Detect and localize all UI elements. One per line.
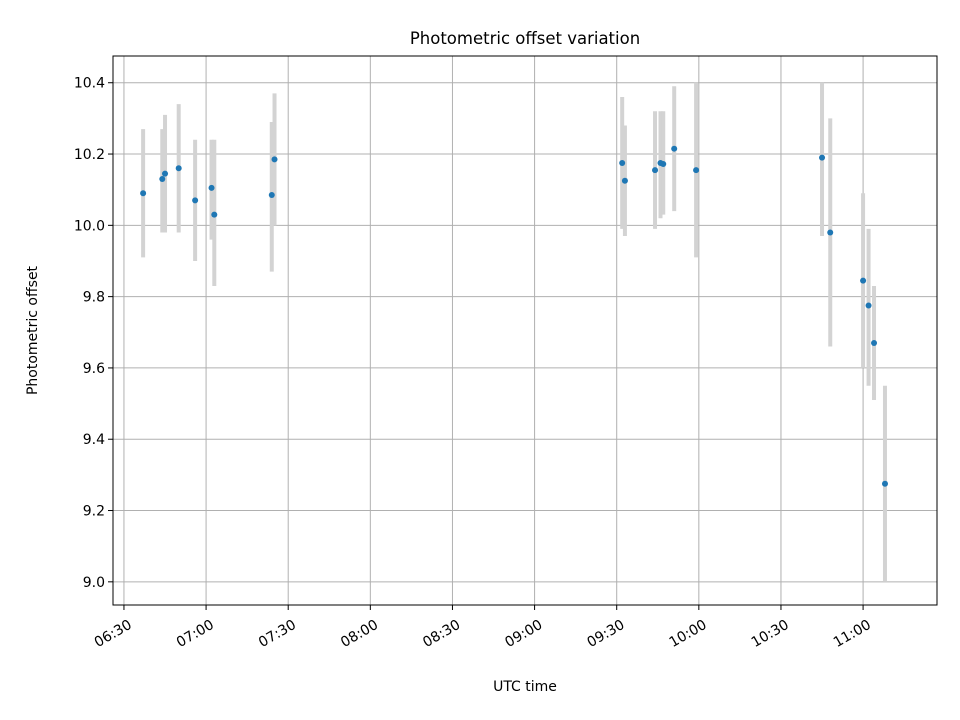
data-points (140, 145, 888, 487)
data-point (208, 184, 215, 191)
y-tick-label: 9.8 (83, 290, 105, 306)
error-bars (141, 82, 887, 582)
y-axis-ticks: 9.0 9.2 9.4 9.6 9.8 10.0 10.2 10.4 (74, 76, 113, 591)
x-tick-label: 10:00 (667, 617, 710, 651)
data-point (671, 145, 678, 152)
x-axis-ticks: 06:30 07:00 07:30 08:00 08:30 09:00 09:30 10:00… (92, 605, 874, 651)
data-point (621, 177, 628, 184)
data-point (819, 154, 826, 161)
data-point (865, 302, 872, 309)
plot-frame (112, 55, 938, 606)
y-tick-label: 10.4 (74, 76, 105, 92)
x-tick-label: 09:00 (502, 617, 545, 651)
data-point (271, 156, 278, 163)
y-tick-label: 10.0 (74, 218, 105, 234)
x-tick-label: 08:30 (420, 617, 463, 651)
x-tick-label: 11:00 (831, 617, 874, 651)
y-tick-label: 9.0 (83, 575, 105, 591)
data-point (619, 159, 626, 166)
x-tick-label: 10:30 (749, 617, 792, 651)
data-point (881, 480, 888, 487)
data-point (693, 167, 700, 174)
x-tick-label: 07:00 (174, 617, 217, 651)
grid (113, 56, 937, 605)
data-point (871, 339, 878, 346)
y-tick-label: 9.2 (83, 504, 105, 520)
x-tick-label: 06:30 (92, 617, 135, 651)
data-point (162, 170, 169, 177)
x-tick-label: 07:30 (256, 617, 299, 651)
data-point (827, 229, 834, 236)
data-point (268, 192, 275, 199)
data-point (140, 190, 147, 197)
y-tick-label: 9.4 (83, 432, 105, 448)
x-tick-label: 09:30 (585, 617, 628, 651)
data-point (660, 161, 667, 168)
data-point (175, 165, 182, 172)
y-tick-label: 9.6 (83, 361, 105, 377)
y-axis-label: Photometric offset (25, 265, 41, 395)
chart-title: Photometric offset variation (410, 29, 640, 48)
x-axis-label: UTC time (493, 679, 557, 695)
data-point (652, 167, 659, 174)
y-tick-label: 10.2 (74, 147, 105, 163)
data-point (211, 211, 218, 218)
data-point (192, 197, 199, 204)
data-point (159, 175, 166, 182)
data-point (860, 277, 867, 284)
x-tick-label: 08:00 (338, 617, 381, 651)
